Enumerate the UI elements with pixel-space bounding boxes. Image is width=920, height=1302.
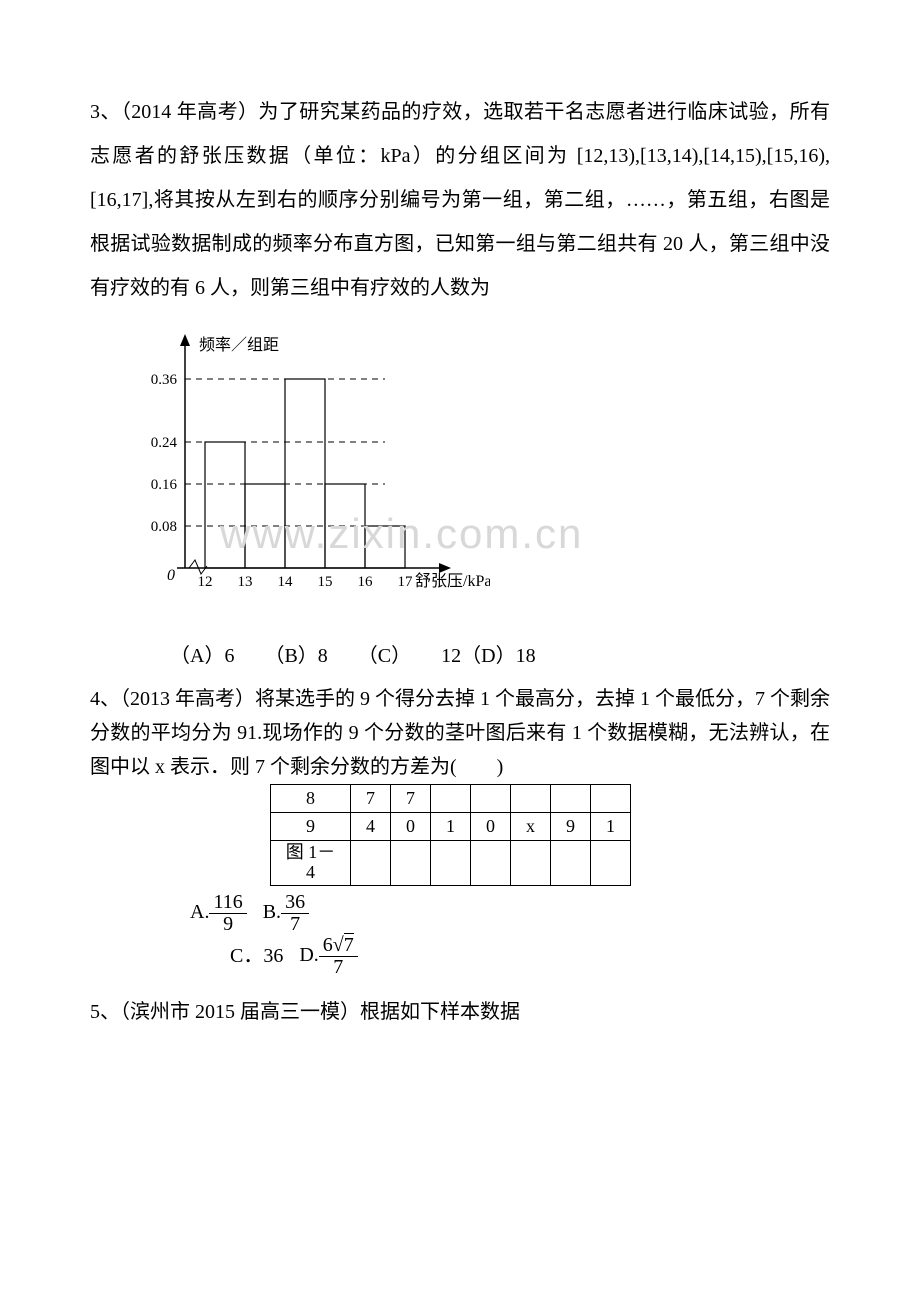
svg-text:13: 13: [238, 574, 253, 590]
stem-cell: [551, 841, 591, 886]
question-3-text: 3、（2014 年高考）为了研究某药品的疗效，选取若干名志愿者进行临床试验，所有…: [90, 90, 830, 310]
stem-cell: 4: [351, 813, 391, 841]
question-4-text: 4、（2013 年高考）将某选手的 9 个得分去掉 1 个最高分，去掉 1 个最…: [90, 682, 830, 784]
option-4a: A.1169: [190, 892, 247, 935]
svg-text:12: 12: [198, 574, 213, 590]
option-4d-label: D.: [299, 944, 318, 966]
stem-cell: 7: [391, 785, 431, 813]
stem-cell: 1: [431, 813, 471, 841]
stem-cell: [551, 785, 591, 813]
option-4d-num: 6√7: [319, 935, 358, 957]
question-3-options: （A）6 （B）8 （C） 12（D）18: [170, 634, 830, 678]
stem-cell: 9: [551, 813, 591, 841]
stem-cell: [511, 785, 551, 813]
stem-cell: [391, 841, 431, 886]
stem-cell: 0: [391, 813, 431, 841]
stem-cell: 9: [271, 813, 351, 841]
stem-cell: [591, 841, 631, 886]
stem-cell: [511, 841, 551, 886]
stem-cell: x: [511, 813, 551, 841]
histogram-figure: 0.08 0.16 0.24 0.36 12 13 14 15 16 17 0 频率／组距舒张压/kP…: [130, 328, 830, 624]
option-4d: D.6√77: [299, 935, 357, 978]
option-4a-den: 9: [209, 914, 246, 935]
svg-text:17: 17: [398, 574, 414, 590]
svg-text:14: 14: [278, 574, 294, 590]
stem-cell: 0: [471, 813, 511, 841]
svg-text:0: 0: [167, 567, 175, 584]
stem-cell: 图 1－4: [271, 841, 351, 886]
option-4b-label: B.: [263, 901, 281, 923]
stem-cell: [591, 785, 631, 813]
stem-leaf-table: 87794010x91图 1－4: [270, 784, 631, 886]
option-4c: C．36: [230, 940, 283, 972]
svg-text:0.24: 0.24: [151, 435, 178, 451]
option-4a-num: 116: [209, 892, 246, 914]
svg-text:16: 16: [358, 574, 374, 590]
question-5-text: 5、（滨州市 2015 届高三一模）根据如下样本数据: [90, 990, 830, 1034]
option-4b-num: 36: [281, 892, 309, 914]
histogram-svg: 0.08 0.16 0.24 0.36 12 13 14 15 16 17 0 频率／组距舒张压/kP…: [130, 328, 490, 608]
svg-text:频率／组距: 频率／组距: [199, 336, 279, 354]
question-4-options: A.1169 B.367 C．36 D.6√77: [190, 892, 830, 978]
stem-cell: 1: [591, 813, 631, 841]
option-4a-label: A.: [190, 901, 209, 923]
svg-text:0.36: 0.36: [151, 372, 178, 388]
question-4-right-block: 87794010x91图 1－4: [270, 784, 830, 886]
svg-text:15: 15: [318, 574, 333, 590]
stem-cell: [431, 841, 471, 886]
svg-text:舒张压/kPa: 舒张压/kPa: [415, 572, 490, 590]
option-4b-den: 7: [281, 914, 309, 935]
stem-cell: [431, 785, 471, 813]
stem-cell: [351, 841, 391, 886]
svg-text:0.08: 0.08: [151, 519, 177, 535]
option-4d-den: 7: [319, 957, 358, 978]
stem-cell: 8: [271, 785, 351, 813]
stem-cell: [471, 841, 511, 886]
svg-text:0.16: 0.16: [151, 477, 178, 493]
stem-cell: [471, 785, 511, 813]
stem-cell: 7: [351, 785, 391, 813]
option-4b: B.367: [263, 892, 309, 935]
